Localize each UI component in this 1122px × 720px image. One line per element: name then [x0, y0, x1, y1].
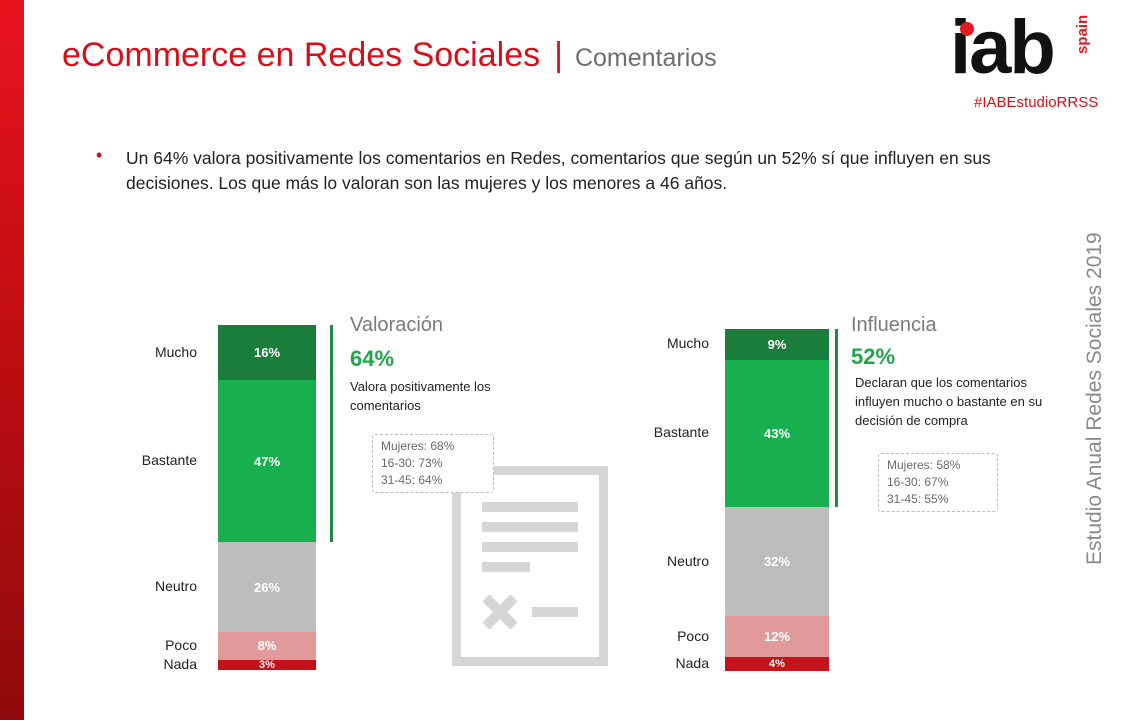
influencia-demographics-box: Mujeres: 58% 16-30: 67% 31-45: 55% — [878, 453, 998, 512]
influencia-highlight-description: Declaran que los comentarios influyen mu… — [855, 375, 1043, 428]
valoracion-demographics-box: Mujeres: 68% 16-30: 73% 31-45: 64% — [372, 434, 494, 493]
influencia-category-label: Neutro — [666, 552, 709, 569]
logo-country: spain — [1074, 14, 1091, 54]
title-subtitle: Comentarios — [574, 44, 717, 72]
valoracion-highlight-bracket — [330, 325, 333, 543]
valoracion-demographic-item: 16-30: 73% — [381, 456, 443, 470]
valoracion-value-label: 8% — [257, 638, 277, 654]
side-study-title: Estudio Anual Redes Sociales 2019 — [1083, 232, 1106, 565]
influencia-highlight-value: 52% — [851, 344, 896, 369]
valoracion-title: Valoración — [350, 314, 444, 336]
valoracion-value-label: 47% — [253, 453, 281, 469]
valoracion-demographic-item: Mujeres: 68% — [381, 439, 455, 453]
influencia-bar-neutro: 32% — [725, 506, 829, 617]
page-title: eCommerce en Redes Sociales | Comentarios — [62, 36, 717, 75]
valoracion-category-label: Poco — [165, 636, 197, 653]
influencia-category-label: Bastante — [653, 424, 709, 441]
influencia-category-label: Poco — [677, 627, 709, 644]
valoracion-category-label: Neutro — [154, 578, 197, 595]
red-edge-decoration — [0, 0, 24, 720]
bullet-marker: • — [96, 145, 103, 165]
title-main: eCommerce en Redes Sociales — [62, 36, 541, 74]
influencia-value-label: 9% — [767, 336, 787, 352]
influencia-demographic-item: 16-30: 67% — [887, 475, 949, 489]
influencia-bar-poco: 12% — [725, 616, 829, 658]
influencia-bar-mucho: 9% — [725, 329, 829, 360]
influencia-value-label: 32% — [763, 554, 791, 570]
valoracion-highlight-value: 64% — [350, 346, 395, 371]
influencia-category-label: Mucho — [666, 335, 709, 352]
valoracion-value-label: 26% — [253, 579, 281, 595]
influencia-demographic-item: Mujeres: 58% — [887, 458, 961, 472]
valoracion-bar-mucho: 16% — [218, 325, 316, 381]
influencia-category-label: Nada — [675, 655, 709, 672]
influencia-bar-bastante: 43% — [725, 359, 829, 507]
valoracion-value-label: 3% — [259, 658, 275, 671]
valoracion-value-label: 16% — [253, 345, 281, 361]
document-with-x-icon — [452, 466, 608, 666]
valoracion-category-label: Bastante — [141, 452, 197, 469]
title-separator: | — [554, 36, 563, 74]
valoracion-highlight-description: Valora positivamente los comentarios — [350, 379, 491, 413]
influencia-demographic-item: 31-45: 55% — [887, 492, 949, 506]
valoracion-bar-nada: 3% — [218, 658, 316, 671]
intro-text: Un 64% valora positivamente los comentar… — [126, 148, 991, 193]
logo-hashtag: #IABEstudioRRSS — [974, 94, 1099, 111]
influencia-value-label: 4% — [769, 658, 785, 671]
influencia-title: Influencia — [851, 314, 937, 336]
valoracion-bar-bastante: 47% — [218, 380, 316, 543]
valoracion-demographic-item: 31-45: 64% — [381, 473, 443, 487]
valoracion-bar-poco: 8% — [218, 632, 316, 660]
valoracion-category-label: Nada — [163, 655, 197, 672]
valoracion-category-label: Mucho — [154, 343, 197, 360]
valoracion-bar-neutro: 26% — [218, 542, 316, 633]
influencia-value-label: 12% — [763, 629, 791, 645]
logo-dot — [960, 22, 974, 36]
logo-brand: iab — [950, 5, 1056, 90]
iab-logo: iab spain #IABEstudioRRSS — [950, 5, 1110, 120]
influencia-value-label: 43% — [763, 425, 791, 441]
influencia-highlight-bracket — [835, 329, 838, 507]
influencia-bar-nada: 4% — [725, 657, 829, 671]
